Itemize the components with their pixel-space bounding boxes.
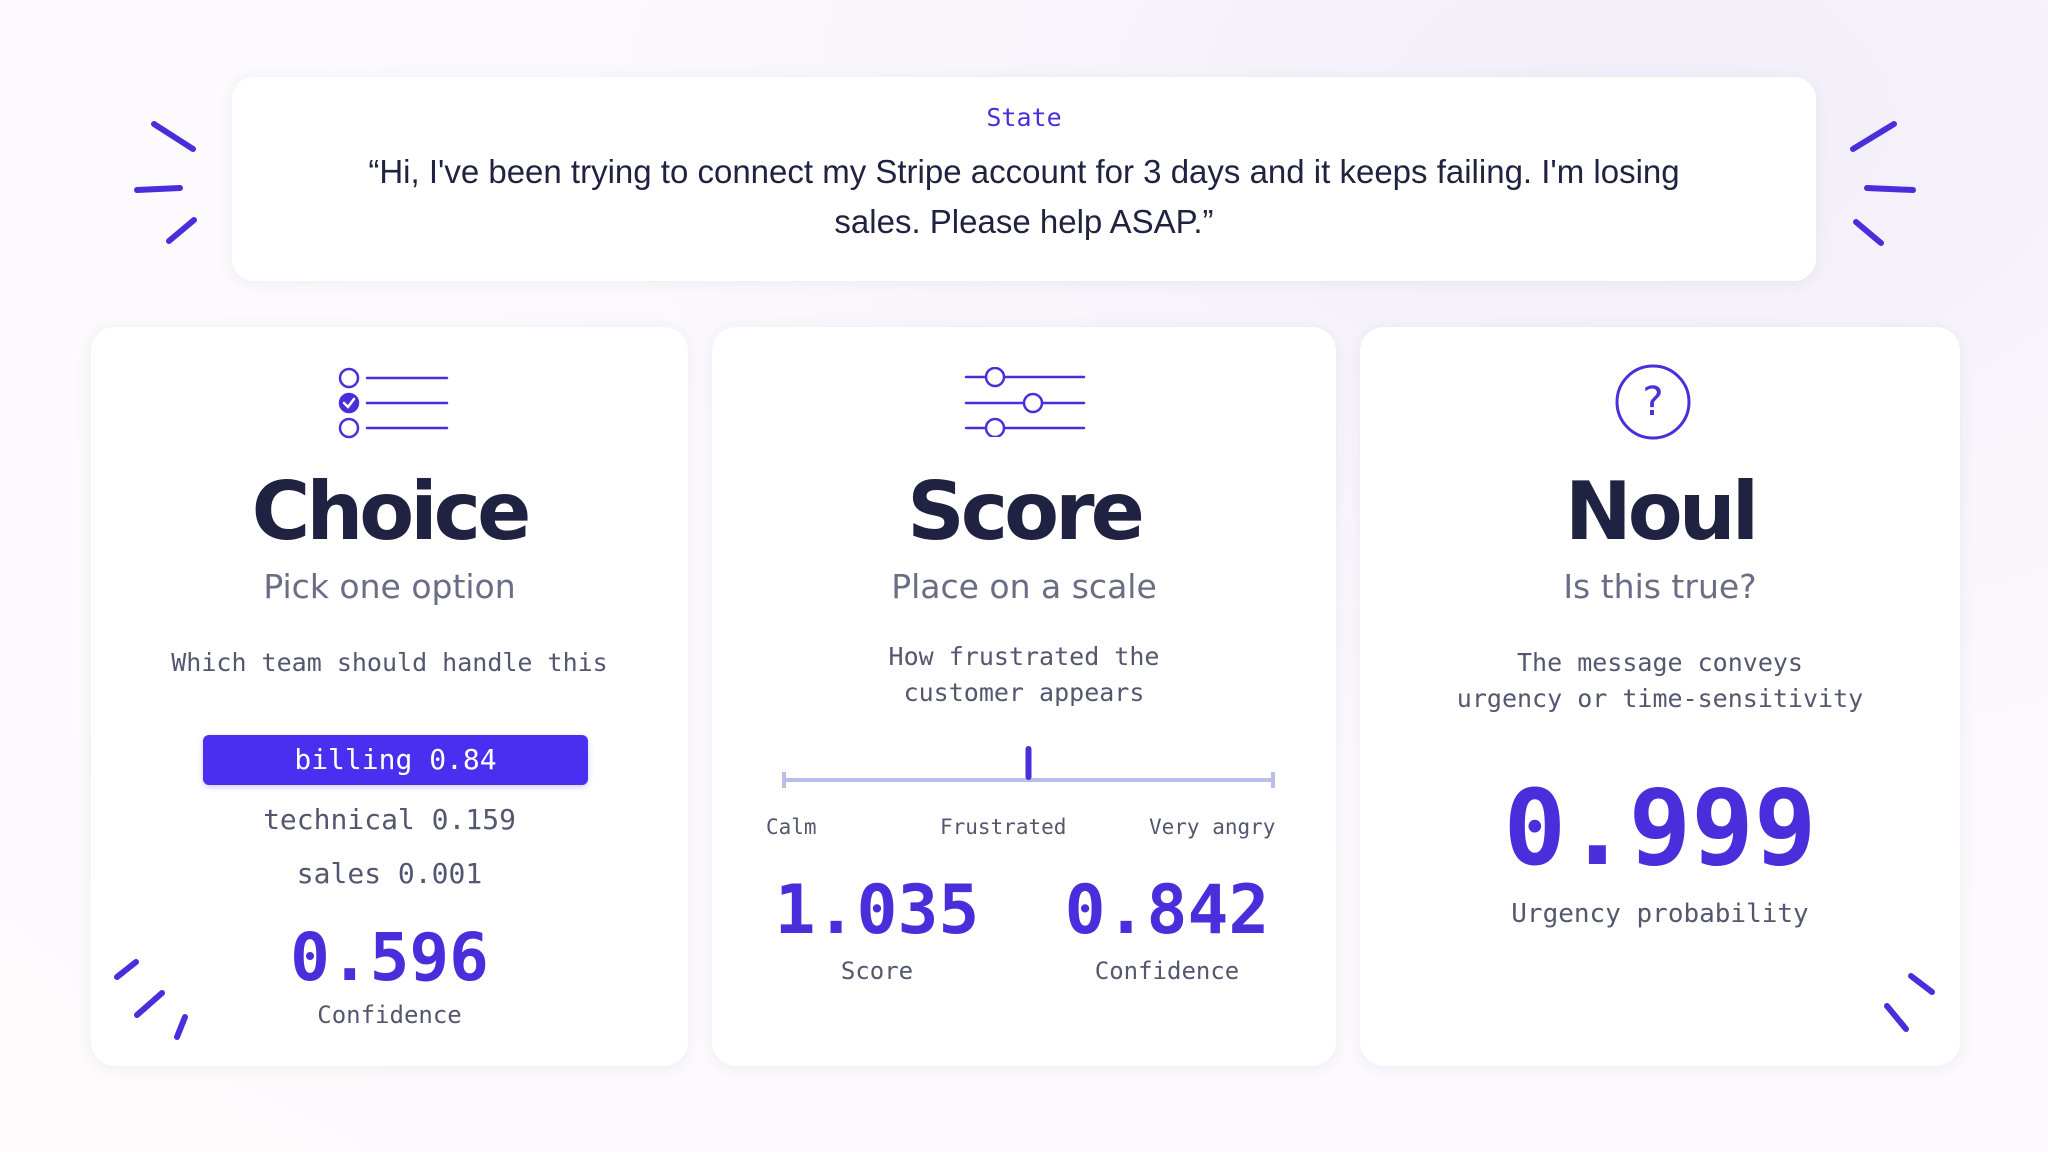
- sparkle-right-icon: [1850, 121, 1916, 246]
- choice-title: Choice: [251, 465, 532, 558]
- sliders-icon: [964, 367, 1086, 437]
- frustration-scale: [782, 746, 1275, 788]
- score-value-label: Score: [840, 957, 914, 985]
- score-card: Score Place on a scale How frustrated th…: [712, 327, 1336, 1066]
- score-title: Score: [907, 465, 1145, 558]
- score-confidence-value: 0.842: [1064, 871, 1270, 950]
- sparkle-left-icon: [134, 121, 197, 244]
- option-technical[interactable]: technical 0.159: [263, 803, 516, 836]
- scale-label-frustrated: Frustrated: [940, 815, 1067, 839]
- noul-card: ? Noul Is this true? The message conveys…: [1360, 327, 1960, 1066]
- svg-text:?: ?: [1642, 379, 1663, 425]
- state-label: State: [986, 103, 1062, 132]
- urgency-probability-label: Urgency probability: [1511, 899, 1809, 929]
- scale-label-very-angry: Very angry: [1149, 815, 1276, 839]
- choice-card: Choice Pick one option Which team should…: [91, 327, 688, 1066]
- score-question-line2: customer appears: [903, 678, 1145, 707]
- option-billing[interactable]: billing 0.84: [203, 735, 588, 785]
- state-quote: “Hi, I've been trying to connect my Stri…: [368, 153, 1680, 240]
- urgency-probability-value: 0.999: [1503, 767, 1817, 889]
- score-question-line1: How frustrated the: [888, 642, 1160, 671]
- noul-question-line1: The message conveys: [1517, 648, 1803, 677]
- choice-subtitle: Pick one option: [263, 567, 516, 606]
- option-sales[interactable]: sales 0.001: [296, 857, 483, 890]
- question-circle-icon: ?: [1615, 364, 1691, 440]
- state-card: State “Hi, I've been trying to connect m…: [232, 77, 1816, 281]
- choice-confidence-label: Confidence: [317, 1001, 462, 1029]
- choice-confidence-value: 0.596: [290, 919, 489, 996]
- score-subtitle: Place on a scale: [891, 567, 1157, 606]
- scale-label-calm: Calm: [766, 815, 817, 839]
- score-value: 1.035: [774, 871, 980, 950]
- noul-subtitle: Is this true?: [1563, 567, 1757, 606]
- checklist-icon: [338, 367, 449, 439]
- score-confidence-label: Confidence: [1094, 957, 1240, 985]
- noul-question-line2: urgency or time-sensitivity: [1456, 684, 1864, 713]
- choice-question: Which team should handle this: [171, 648, 608, 677]
- noul-title: Noul: [1564, 465, 1759, 558]
